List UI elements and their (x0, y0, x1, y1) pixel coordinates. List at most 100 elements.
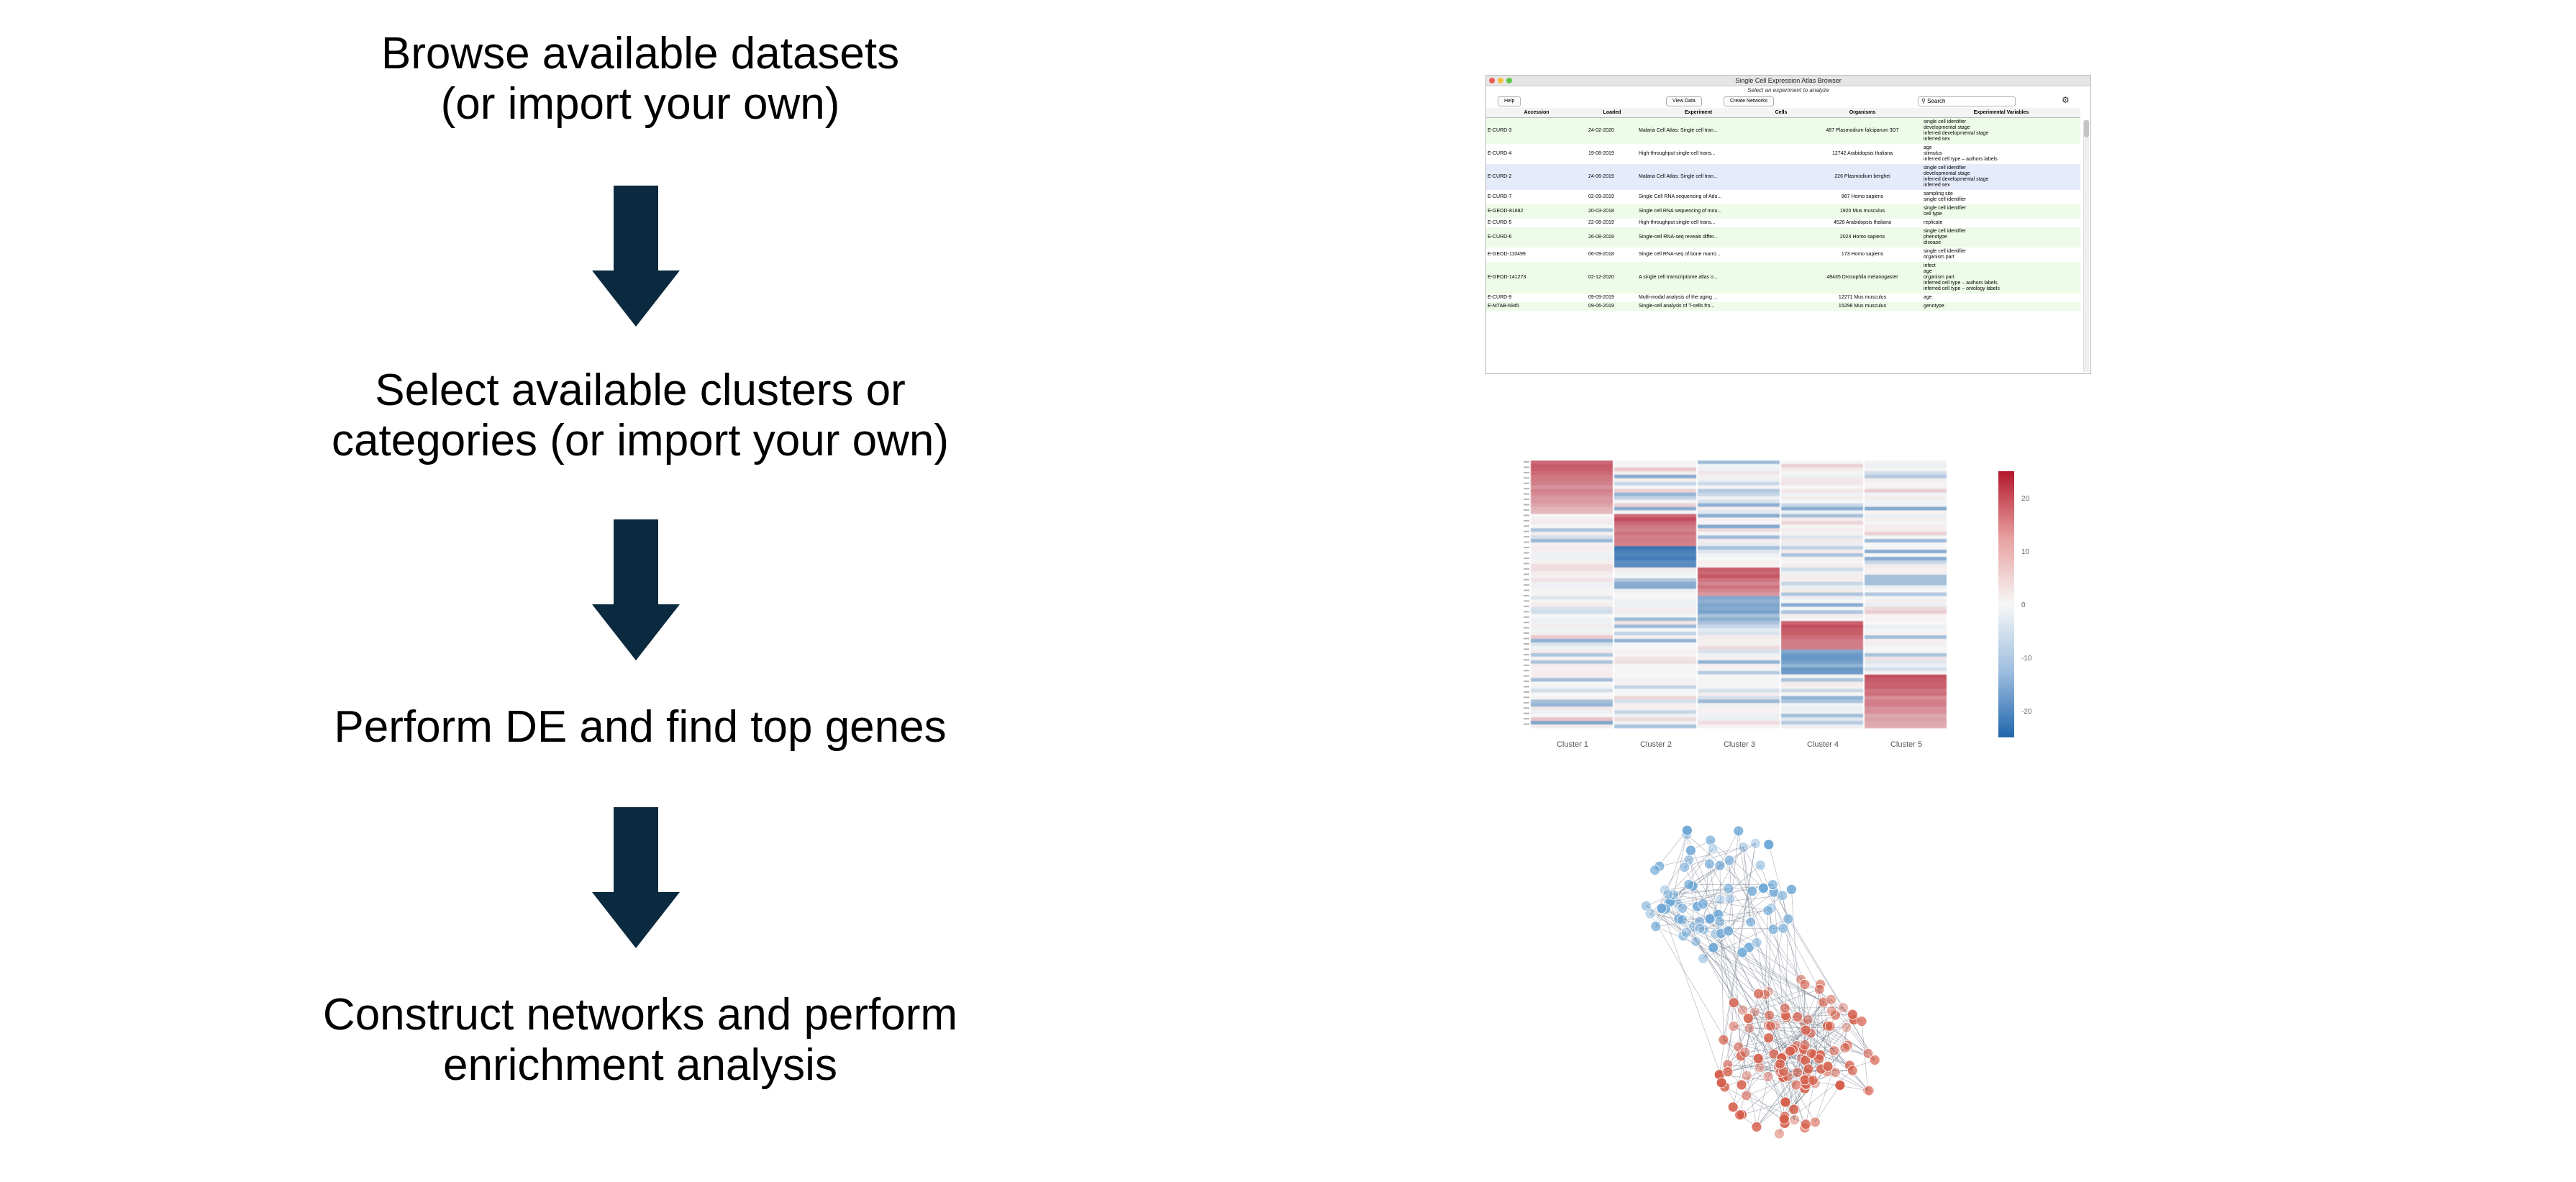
network-edge (1814, 989, 1820, 1083)
heatmap-cell (1531, 581, 1613, 586)
network-node (1834, 1080, 1846, 1091)
network-edge (1759, 1067, 1806, 1129)
table-row[interactable]: E-GEOD-141273 02-12-2020 A single cell tra… (1486, 261, 2080, 294)
table-row[interactable]: E-CURD-6 26-08-2019 Single-cell RNA-seq re… (1486, 227, 2080, 247)
column-header[interactable]: Experiment (1637, 108, 1760, 118)
heatmap-cell (1865, 660, 1947, 665)
heatmap-cell (1614, 642, 1696, 647)
table-row[interactable]: E-GEOD-81682 20-03-2018 Single cell RNA se… (1486, 204, 2080, 219)
table-scrollbar[interactable] (2083, 120, 2089, 372)
network-node (1737, 842, 1749, 853)
heatmap-cell (1531, 674, 1613, 678)
row-label-stub (1524, 616, 1529, 618)
view-data-button[interactable]: View Data (1666, 96, 1702, 106)
heatmap-cell (1781, 603, 1863, 607)
heatmap-cell (1531, 703, 1613, 707)
row-label-stub (1524, 653, 1529, 655)
network-node (1683, 879, 1695, 890)
heatmap-cell (1781, 514, 1863, 518)
heatmap-cell (1698, 546, 1780, 550)
table-row[interactable]: E-CURD-4 19-08-2019 High-throughput single… (1486, 144, 2080, 164)
heatmap-cell (1781, 481, 1863, 486)
network-edge (1699, 847, 1744, 922)
heatmap-cell (1865, 592, 1947, 596)
close-window-icon[interactable] (1489, 78, 1495, 83)
heatmap-cell (1781, 581, 1863, 586)
cell-experimental-variables: age (1922, 294, 2080, 302)
network-edge (1742, 1053, 1812, 1115)
heatmap-cell (1781, 606, 1863, 611)
table-row[interactable]: E-MTAB-6945 09-06-2019 Single-cell analysi… (1486, 301, 2080, 311)
search-input[interactable]: ⚲ Search (1918, 96, 2016, 106)
heatmap-cell (1781, 635, 1863, 640)
heatmap-cell (1531, 546, 1613, 550)
heatmap-cell (1614, 560, 1696, 565)
row-label-stub (1524, 723, 1529, 725)
heatmap-cell (1531, 649, 1613, 654)
column-header[interactable]: Experimental Variables (1922, 108, 2080, 118)
cell-loaded: 20-03-2018 (1588, 209, 1614, 214)
network-edge (1741, 1067, 1779, 1086)
network-edge (1742, 847, 1751, 923)
row-label-stub (1524, 605, 1529, 607)
heatmap-cell (1698, 581, 1780, 586)
row-label-stub (1524, 632, 1529, 635)
heatmap-cell (1531, 660, 1613, 665)
heatmap-cell (1698, 470, 1780, 476)
zoom-window-icon[interactable] (1506, 78, 1512, 83)
heatmap-cell (1614, 567, 1696, 572)
heatmap-cell (1531, 670, 1613, 675)
cell-cells (1760, 247, 1803, 262)
table-row[interactable]: E-CURD-2 24-06-2019 Malaria Cell Atlas: Si… (1486, 163, 2080, 190)
table-row[interactable]: E-CURD-5 22-08-2019 High-throughput single… (1486, 219, 2080, 227)
table-row[interactable]: E-GEOD-110499 06-09-2018 Single cell RNA-s… (1486, 247, 2080, 262)
minimize-window-icon[interactable] (1498, 78, 1503, 83)
variable-item: organism part (1924, 254, 1954, 260)
create-networks-button[interactable]: Create Networks (1724, 96, 1775, 106)
down-arrow-icon (592, 807, 680, 948)
network-node (1741, 1070, 1752, 1081)
column-header[interactable]: Loaded (1587, 108, 1637, 118)
heatmap-cell (1698, 714, 1780, 718)
table-row[interactable]: E-CURD-7 02-09-2019 Single Cell RNA sequen… (1486, 190, 2080, 204)
cell-experiment: High-throughput single-cell trans... (1639, 151, 1716, 156)
network-node (1783, 913, 1794, 924)
row-label-stub (1524, 461, 1529, 463)
heatmap-cell (1614, 506, 1696, 511)
heatmap-cell (1865, 499, 1947, 504)
heatmap-cell (1614, 656, 1696, 661)
heatmap-cell (1781, 588, 1863, 593)
gear-icon[interactable]: ⚙ (2062, 95, 2070, 105)
network-node (1779, 1002, 1790, 1014)
table-row[interactable]: E-CURD-3 24-02-2020 Malaria Cell Atlas: Si… (1486, 117, 2080, 144)
heatmap-cell (1865, 621, 1947, 625)
heatmap-cell (1865, 599, 1947, 604)
heatmap-cell (1614, 563, 1696, 568)
row-label-stub (1524, 627, 1529, 629)
heatmap-cell (1698, 699, 1780, 704)
help-button[interactable]: Help (1498, 96, 1521, 106)
heatmap-cell (1865, 706, 1947, 711)
heatmap-cell (1531, 639, 1613, 643)
heatmap-cell (1698, 635, 1780, 640)
heatmap-cell (1781, 692, 1863, 696)
network-edge (1767, 908, 1772, 992)
cell-accession: E-CURD-2 (1488, 174, 1512, 179)
cell-organisms: 12742 Arabidopsis thaliana (1831, 151, 1893, 156)
column-header[interactable]: Cells (1760, 108, 1803, 118)
heatmap-cell (1698, 560, 1780, 565)
network-edge (1805, 1029, 1870, 1091)
heatmap-cell (1865, 574, 1947, 578)
heatmap-cell (1781, 674, 1863, 678)
cell-accession: E-CURD-4 (1488, 151, 1512, 156)
table-row[interactable]: E-CURD-9 09-09-2019 Multi-modal analysis o… (1486, 294, 2080, 302)
network-edge (1719, 865, 1761, 900)
heatmap-cell (1614, 635, 1696, 640)
heatmap-cell (1614, 596, 1696, 600)
scrollbar-thumb[interactable] (2084, 120, 2089, 137)
column-header[interactable]: Organisms (1803, 108, 1922, 118)
heatmap-cell (1614, 524, 1696, 529)
cell-cells (1760, 294, 1803, 302)
column-header[interactable]: Accession (1486, 108, 1587, 118)
network-edge (1746, 1095, 1806, 1125)
